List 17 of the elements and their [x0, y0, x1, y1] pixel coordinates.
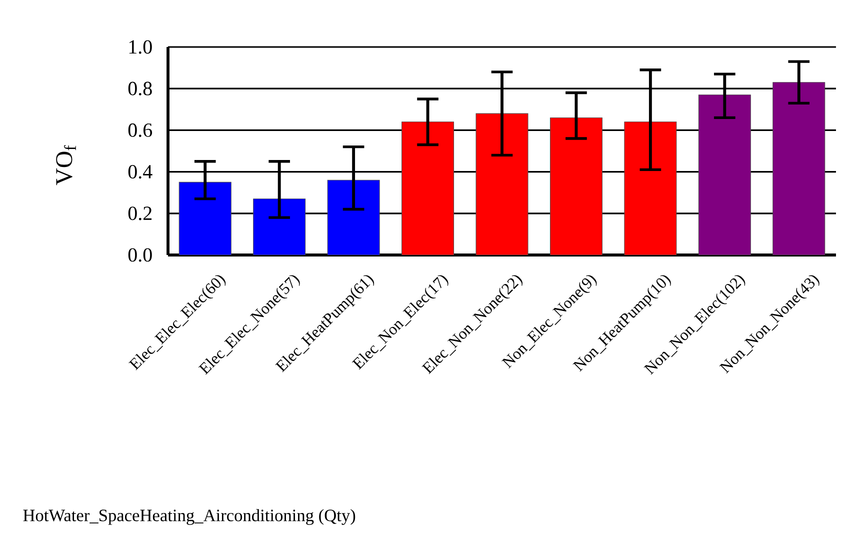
y-tick-label: 0.2: [128, 206, 152, 220]
bar: [253, 198, 306, 256]
bar: [624, 122, 677, 256]
bar: [402, 122, 454, 256]
y-tick-label: 1.0: [129, 40, 152, 54]
y-axis-title: VO$_{f}$: [56, 145, 76, 186]
bar: [772, 82, 826, 256]
bar: [178, 182, 232, 256]
y-tick-label: 0.6: [128, 123, 152, 137]
text: HotWater_SpaceHeating_Airconditioning (Qty): [23, 509, 356, 525]
y-tick-label: 0.8: [128, 82, 152, 96]
bar: [698, 94, 751, 256]
y-tick-label: 0.4: [128, 165, 152, 179]
bar: [550, 117, 602, 256]
bar: [476, 113, 528, 256]
y-tick-label: 0.0: [128, 248, 152, 262]
bar: [327, 180, 380, 256]
